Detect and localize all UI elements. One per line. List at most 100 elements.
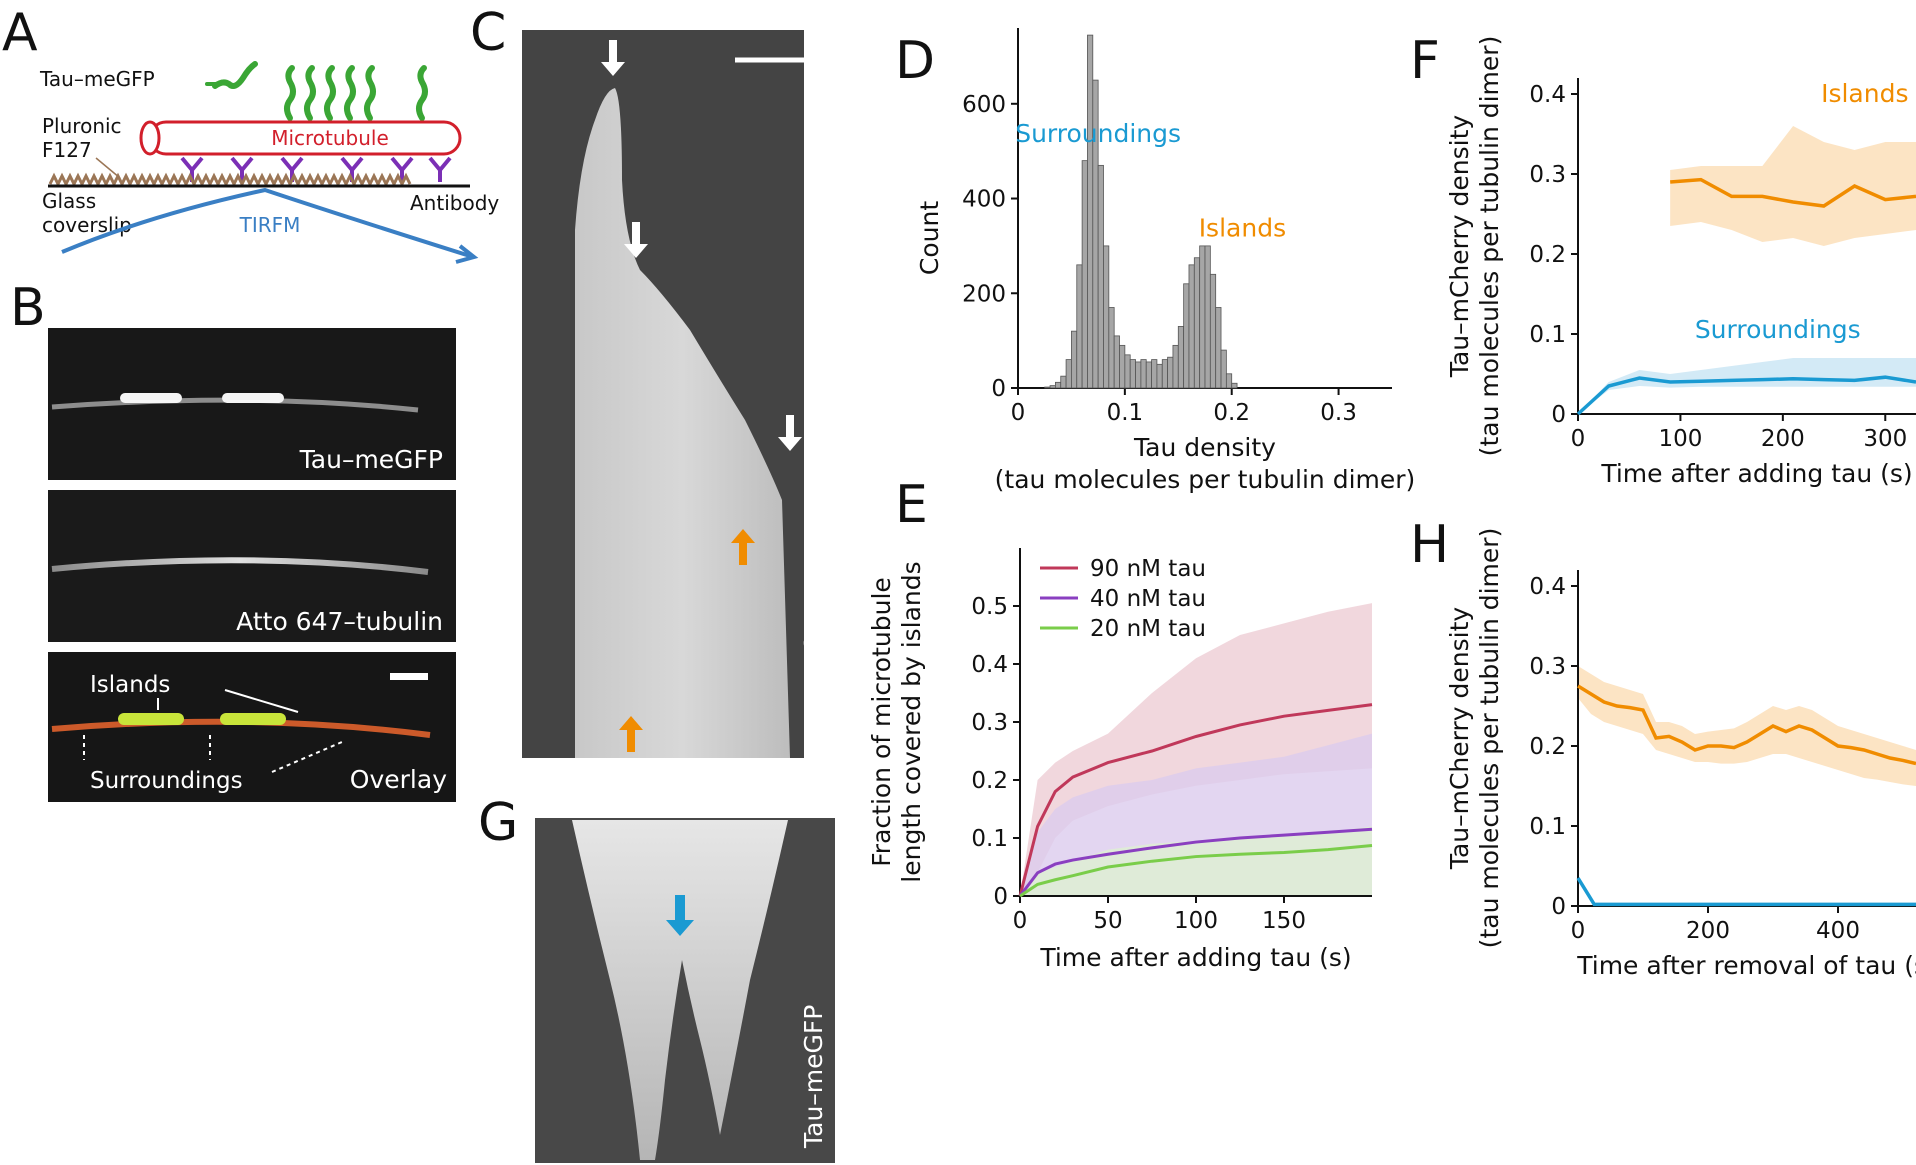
d-histogram-bar	[1151, 359, 1158, 389]
tirf-images: Tau–meGFP Atto 647–tubulin Islands Surro…	[48, 328, 456, 802]
d-histogram-bar	[1193, 257, 1201, 389]
d-histogram-bar	[1055, 381, 1062, 389]
kymograph-c-signal	[575, 88, 790, 758]
f-y-tick-label: 0	[1551, 402, 1566, 428]
e-y-label-1: Fraction of microtubule	[867, 577, 896, 867]
panel-label-a: A	[2, 3, 38, 63]
d-x-tick-label: 0	[1011, 400, 1026, 426]
h-y-label-2: (tau molecules per tubulin dimer)	[1475, 528, 1504, 949]
f-y-tick-label: 0.3	[1529, 162, 1566, 188]
antibodies	[180, 156, 452, 182]
d-histogram-bar	[1087, 34, 1094, 389]
d-annotation: Surroundings	[1015, 119, 1181, 148]
d-histogram-bar	[1103, 245, 1110, 389]
d-x-label-1: Tau density	[1133, 433, 1276, 462]
f-y-label-1: Tau–mCherry density	[1445, 115, 1474, 379]
h-y-label-1: Tau–mCherry density	[1445, 607, 1474, 871]
d-y-tick-label: 0	[991, 376, 1006, 402]
f-series-line-1	[1670, 177, 1916, 208]
panel-label-e: E	[895, 475, 928, 535]
d-histogram-bar	[1177, 326, 1185, 389]
h-y-tick-label: 0.2	[1529, 734, 1566, 760]
e-y-tick-label: 0.1	[971, 826, 1008, 852]
d-histogram-bar	[1108, 307, 1115, 389]
e-x-tick-label: 100	[1174, 908, 1218, 934]
d-histogram-bar	[1199, 245, 1206, 389]
pluronic-brush	[48, 172, 412, 188]
f-x-tick-label: 300	[1863, 426, 1907, 452]
d-histogram-bar	[1172, 344, 1179, 389]
e-legend-label: 20 nM tau	[1090, 616, 1206, 642]
h-band-1	[1578, 666, 1916, 786]
d-x-label-2: (tau molecules per tubulin dimer)	[995, 465, 1416, 494]
chart-e: 0 50 100 150 0 0.1 0.2 0.3 0.4 0.5 90 nM tau 40 nM …	[867, 548, 1373, 972]
overlay-caption: Overlay	[350, 765, 447, 794]
h-series-line-2	[1576, 877, 1916, 907]
d-histogram-bar	[1135, 361, 1142, 389]
chart-f: 0 100 200 300 0 0.1 0.2 0.3 0.4 Islands Surroundin…	[1445, 36, 1916, 488]
d-y-tick-label: 400	[962, 187, 1006, 213]
chart-h: 0 200 400 0 0.1 0.2 0.3 0.4 Time after removal o…	[1445, 528, 1916, 980]
e-legend-label: 40 nM tau	[1090, 586, 1206, 612]
d-histogram-bar	[1161, 359, 1169, 389]
d-x-tick-label: 0.1	[1107, 400, 1144, 426]
f-band-2	[1578, 358, 1916, 414]
e-y-tick-label: 0.5	[971, 594, 1008, 620]
histogram-d: 0 0.1 0.2 0.3 0 200 400 600 Tau density (tau mole…	[915, 28, 1415, 494]
e-band-1	[1020, 603, 1372, 896]
microtubule-label: Microtubule	[271, 126, 389, 150]
d-histogram-bar	[1124, 354, 1131, 389]
d-x-tick-label: 0.3	[1320, 400, 1357, 426]
f-x-tick-label: 100	[1658, 426, 1702, 452]
d-annotation: Islands	[1199, 214, 1286, 243]
d-histogram-bar	[1044, 386, 1051, 389]
d-histogram-bar	[1183, 283, 1190, 389]
h-x-tick-label: 200	[1686, 918, 1730, 944]
e-x-label: Time after adding tau (s)	[1039, 943, 1351, 972]
d-histogram-bar	[1145, 361, 1152, 389]
e-y-tick-label: 0.3	[971, 710, 1008, 736]
f-y-tick-label: 0.2	[1529, 242, 1566, 268]
islands-label: Islands	[90, 672, 170, 698]
e-x-tick-label: 150	[1262, 908, 1306, 934]
f-y-tick-label: 0.1	[1529, 322, 1566, 348]
f-y-label-2: (tau molecules per tubulin dimer)	[1475, 36, 1504, 457]
d-y-tick-label: 600	[962, 92, 1006, 118]
pluronic-label-1: Pluronic	[42, 114, 122, 138]
f-x-tick-label: 200	[1761, 426, 1805, 452]
d-histogram-bar	[1156, 363, 1163, 389]
orange-arrows	[619, 529, 755, 752]
e-x-tick-label: 0	[1013, 908, 1028, 934]
d-y-label: Count	[915, 201, 944, 275]
kymograph-c-caption: Tau–meGFP	[799, 605, 828, 749]
e-series-line-2	[1018, 827, 1373, 897]
scale-bars-c	[735, 57, 821, 110]
d-histogram-bar	[1081, 160, 1088, 389]
tau-megfp-caption: Tau–meGFP	[299, 445, 443, 474]
tirfm-beam	[61, 187, 471, 258]
white-arrows	[601, 40, 802, 451]
panel-label-d: D	[895, 31, 935, 91]
d-histogram-bar	[1076, 264, 1083, 389]
e-x-tick-label: 50	[1093, 908, 1122, 934]
surroundings-label: Surroundings	[90, 768, 243, 794]
h-x-tick-label: 400	[1816, 918, 1860, 944]
d-histogram-bar	[1188, 264, 1195, 389]
kymograph-c: Tau–meGFP	[522, 30, 828, 758]
schematic-assay: Tau–meGFP Microtubule	[39, 61, 499, 264]
d-x-tick-label: 0.2	[1213, 400, 1250, 426]
panel-label-b: B	[10, 278, 46, 338]
e-band-3	[1020, 826, 1372, 896]
d-histogram-bar	[1231, 382, 1238, 389]
d-histogram-bar	[1129, 359, 1136, 389]
d-histogram-bar	[1204, 245, 1211, 389]
tau-molecules	[205, 61, 428, 121]
d-histogram-bar	[1119, 344, 1126, 389]
kymograph-g: Tau–meGFP	[535, 818, 835, 1163]
panel-label-g: G	[478, 793, 518, 853]
d-histogram-bar	[1049, 385, 1056, 389]
tubulin-caption: Atto 647–tubulin	[236, 607, 443, 636]
e-y-label-2: length covered by islands	[897, 561, 926, 882]
e-y-tick-label: 0.2	[971, 768, 1008, 794]
